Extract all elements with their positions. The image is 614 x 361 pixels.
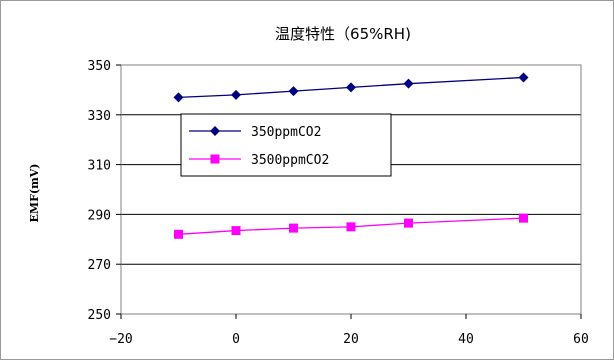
series-2-point-2: [231, 226, 241, 236]
axis-layer: 250 270 290 310 330 350 −20 0 20 40 60: [88, 59, 589, 347]
tick-label-y-310: 310: [88, 159, 111, 174]
tick-label-y-270: 270: [88, 258, 111, 273]
tick-label-y-350: 350: [88, 59, 111, 74]
legend-marker-1: [210, 126, 220, 136]
legend: 350ppmCO2 3500ppmCO2: [180, 113, 392, 177]
series-1-point-5: [403, 78, 414, 89]
series-1-point-4: [346, 82, 356, 93]
series-2-point-1: [174, 229, 183, 239]
legend-items: 350ppmCO2 3500ppmCO2: [189, 125, 329, 168]
series-2-point-6: [519, 213, 528, 223]
tick-label-x-0: 0: [232, 332, 240, 347]
series-1-point-2: [231, 89, 241, 100]
tick-label-y-250: 250: [88, 308, 111, 323]
tick-label-x-20: 20: [343, 332, 359, 347]
series-2-point-3: [289, 223, 298, 233]
legend-label-2: 3500ppmCO2: [251, 153, 329, 168]
series-2-line: [178, 217, 524, 235]
series-2-point-4: [346, 222, 356, 232]
chart-title: 温度特性（65%RH): [275, 25, 411, 43]
series-1: [173, 72, 529, 103]
legend-marker-2: [210, 154, 220, 164]
series-1-point-3: [288, 86, 299, 97]
tick-label-x-60: 60: [573, 332, 589, 347]
series-2-point-5: [404, 218, 413, 228]
legend-box: [180, 113, 392, 177]
y-axis-label: EMF(mV): [28, 164, 41, 223]
series-1-point-1: [173, 92, 184, 103]
series-1-line: [178, 76, 524, 99]
tick-label-x--20: −20: [109, 332, 132, 347]
legend-label-1: 350ppmCO2: [251, 125, 321, 140]
series-1-point-6: [518, 72, 529, 83]
tick-label-y-290: 290: [88, 208, 111, 223]
series-2: [174, 213, 528, 239]
tick-label-y-330: 330: [88, 109, 111, 124]
tick-label-x-40: 40: [458, 332, 474, 347]
series-layer: [173, 72, 529, 239]
plot-area: [120, 64, 582, 315]
